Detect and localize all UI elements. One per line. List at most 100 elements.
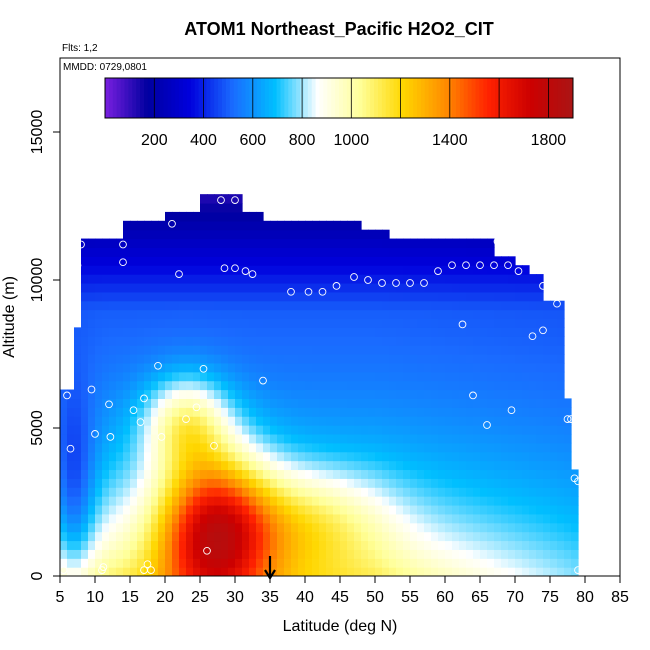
heatmap-cell <box>130 229 138 240</box>
heatmap-cell <box>81 291 89 302</box>
heatmap-cell <box>305 522 313 533</box>
heatmap-cell <box>375 256 383 266</box>
heatmap-cell <box>151 496 159 506</box>
heatmap-cell <box>438 318 446 328</box>
heatmap-cell <box>88 354 96 364</box>
heatmap-cell <box>88 318 96 328</box>
heatmap-cell <box>284 513 292 524</box>
heatmap-cell <box>550 425 558 435</box>
heatmap-cell <box>88 256 96 266</box>
heatmap-cell <box>228 504 236 515</box>
heatmap-cell <box>312 433 320 444</box>
heatmap-cell <box>515 451 523 462</box>
heatmap-cell <box>431 487 439 497</box>
heatmap-cell <box>459 371 467 382</box>
heatmap-cell <box>347 531 355 542</box>
heatmap-cell <box>417 371 425 382</box>
heatmap-cell <box>550 318 558 328</box>
colorbar-segment <box>194 78 200 118</box>
heatmap-cell <box>123 238 131 249</box>
heatmap-cell <box>396 433 404 444</box>
heatmap-cell <box>508 380 516 391</box>
heatmap-cell <box>459 469 467 479</box>
heatmap-cell <box>466 407 474 417</box>
heatmap-cell <box>242 265 250 275</box>
heatmap-cell <box>193 549 201 559</box>
heatmap-cell <box>221 442 229 453</box>
heatmap-cell <box>193 318 201 328</box>
heatmap-cell <box>116 345 124 355</box>
heatmap-cell <box>291 327 299 337</box>
colorbar-segment <box>432 78 437 118</box>
heatmap-cell <box>445 451 453 462</box>
heatmap-cell <box>102 522 110 533</box>
heatmap-cell <box>487 291 495 302</box>
heatmap-cell <box>361 425 369 435</box>
heatmap-cell <box>396 522 404 533</box>
heatmap-cell <box>221 558 229 568</box>
heatmap-cell <box>354 318 362 328</box>
heatmap-cell <box>487 336 495 346</box>
heatmap-cell <box>403 416 411 426</box>
heatmap-cell <box>319 487 327 497</box>
heatmap-cell <box>543 345 551 355</box>
heatmap-cell <box>319 318 327 328</box>
heatmap-cell <box>172 460 180 471</box>
heatmap-cell <box>361 504 369 515</box>
heatmap-cell <box>515 309 523 320</box>
heatmap-cell <box>473 469 481 479</box>
heatmap-cell <box>389 274 397 284</box>
heatmap-cell <box>466 291 474 302</box>
heatmap-cell <box>368 407 376 417</box>
heatmap-cell <box>109 504 117 515</box>
heatmap-cell <box>109 389 117 399</box>
heatmap-cell <box>375 407 383 417</box>
heatmap-cell <box>368 371 376 382</box>
colorbar-segment <box>362 78 367 118</box>
heatmap-cell <box>165 407 173 417</box>
heatmap-cell <box>431 522 439 533</box>
heatmap-cell <box>60 407 68 417</box>
heatmap-cell <box>319 469 327 479</box>
heatmap-cell <box>235 389 243 399</box>
heatmap-cell <box>165 345 173 355</box>
heatmap-cell <box>305 318 313 328</box>
heatmap-cell <box>221 531 229 542</box>
heatmap-cell <box>242 451 250 462</box>
heatmap-cell <box>375 345 383 355</box>
heatmap-cell <box>270 558 278 568</box>
heatmap-cell <box>291 478 299 488</box>
heatmap-cell <box>417 398 425 408</box>
heatmap-cell <box>480 256 488 266</box>
heatmap-cell <box>130 265 138 275</box>
heatmap-cell <box>529 416 537 426</box>
heatmap-cell <box>305 220 313 231</box>
heatmap-cell <box>284 442 292 453</box>
heatmap-cell <box>333 513 341 524</box>
heatmap-cell <box>396 496 404 506</box>
heatmap-cell <box>102 567 110 576</box>
heatmap-cell <box>158 345 166 355</box>
heatmap-cell <box>277 558 285 568</box>
heatmap-cell <box>277 460 285 471</box>
heatmap-cell <box>179 327 187 337</box>
heatmap-cell <box>396 291 404 302</box>
heatmap-cell <box>284 398 292 408</box>
heatmap-cell <box>417 247 425 257</box>
heatmap-cell <box>480 496 488 506</box>
heatmap-cell <box>137 522 145 533</box>
heatmap-cell <box>501 549 509 559</box>
heatmap-cell <box>200 407 208 417</box>
heatmap-cell <box>186 540 194 550</box>
flights-label: Flts: 1,2 <box>62 43 98 54</box>
heatmap-cell <box>340 407 348 417</box>
heatmap-cell <box>375 282 383 293</box>
heatmap-cell <box>200 309 208 320</box>
heatmap-cell <box>158 389 166 399</box>
heatmap-cell <box>368 416 376 426</box>
heatmap-cell <box>277 229 285 240</box>
colorbar-segment <box>225 78 231 118</box>
heatmap-cell <box>298 389 306 399</box>
heatmap-cell <box>424 362 432 373</box>
heatmap-cell <box>501 354 509 364</box>
